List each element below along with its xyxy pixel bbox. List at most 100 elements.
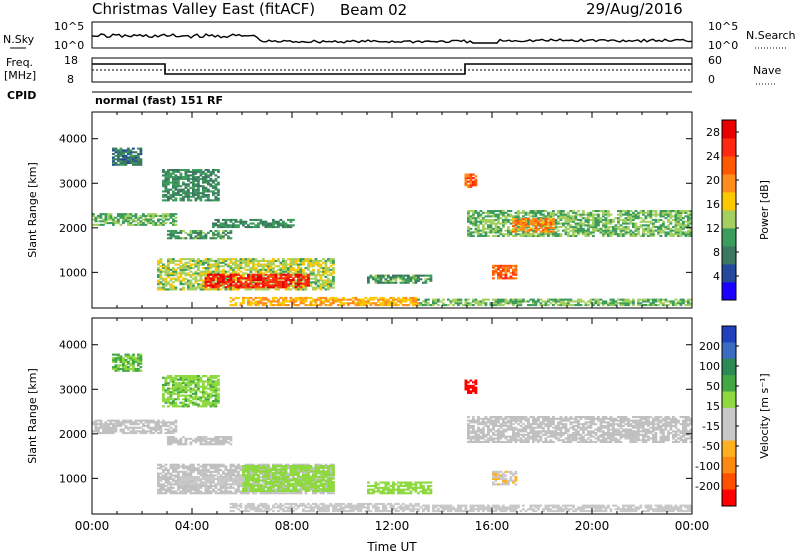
heatmap-cell — [332, 302, 335, 305]
heatmap-cell — [642, 210, 645, 213]
heatmap-cell — [209, 485, 213, 488]
heatmap-cell — [564, 217, 568, 220]
heatmap-cell — [262, 265, 265, 268]
heatmap-cell — [522, 223, 525, 226]
heatmap-cell — [324, 263, 328, 266]
heatmap-cell — [212, 443, 215, 446]
heatmap-cell — [307, 268, 310, 271]
heatmap-cell — [484, 222, 488, 225]
heatmap-cell — [509, 233, 513, 236]
heatmap-cell — [167, 267, 170, 270]
heatmap-cell — [254, 270, 258, 273]
heatmap-cell — [237, 267, 240, 270]
heatmap-cell — [229, 463, 233, 466]
heatmap-cell — [274, 226, 278, 229]
heatmap-cell — [312, 286, 315, 289]
heatmap-cell — [602, 300, 605, 303]
heatmap-cell — [319, 286, 323, 289]
heatmap-cell — [347, 304, 350, 307]
heatmap-cell — [459, 298, 463, 301]
heatmap-cell — [567, 224, 570, 227]
heatmap-cell — [104, 421, 108, 424]
heatmap-cell — [169, 481, 173, 484]
heatmap-cell — [149, 419, 153, 422]
heatmap-cell — [227, 483, 230, 486]
heatmap-cell — [272, 259, 275, 262]
heatmap-cell — [269, 226, 273, 229]
heatmap-cell — [124, 218, 128, 221]
heatmap-cell — [117, 160, 120, 163]
heatmap-cell — [472, 213, 475, 216]
heatmap-cell — [179, 470, 183, 473]
heatmap-cell — [217, 282, 220, 285]
heatmap-cell — [634, 233, 638, 236]
heatmap-cell — [112, 432, 115, 435]
heatmap-cell — [174, 419, 178, 422]
heatmap-cell — [294, 268, 298, 271]
heatmap-cell — [517, 210, 520, 213]
heatmap-cell — [592, 210, 595, 213]
heatmap-cell — [179, 267, 183, 270]
heatmap-cell — [199, 443, 203, 446]
colorbar-segment — [722, 210, 736, 229]
heatmap-cell — [489, 231, 493, 234]
heatmap-cell — [219, 237, 223, 240]
heatmap-cell — [204, 465, 208, 468]
heatmap-cell — [332, 298, 335, 301]
heatmap-cell — [329, 281, 333, 284]
heatmap-cell — [659, 298, 663, 301]
heatmap-cell — [294, 282, 298, 285]
heatmap-cell — [199, 197, 203, 200]
heatmap-cell — [177, 477, 180, 480]
heatmap-cell — [467, 304, 470, 307]
heatmap-cell — [199, 492, 203, 495]
heatmap-cell — [269, 275, 273, 278]
heatmap-cell — [124, 160, 128, 163]
heatmap-cell — [569, 220, 573, 223]
heatmap-cell — [234, 488, 238, 491]
heatmap-cell — [169, 437, 173, 440]
heatmap-cell — [174, 465, 178, 468]
heatmap-cell — [237, 488, 240, 491]
heatmap-cell — [644, 300, 648, 303]
heatmap-cell — [252, 265, 255, 268]
heatmap-cell — [249, 279, 253, 282]
heatmap-cell — [162, 488, 165, 491]
heatmap-cell — [172, 214, 175, 217]
heatmap-cell — [592, 227, 595, 230]
heatmap-cell — [539, 302, 543, 305]
heatmap-cell — [124, 154, 128, 157]
heatmap-cell — [182, 481, 185, 484]
heatmap-cell — [189, 284, 193, 287]
heatmap-cell — [254, 288, 258, 291]
heatmap-cell — [509, 215, 513, 218]
heatmap-cell — [312, 481, 315, 484]
heatmap-cell — [127, 220, 130, 223]
heatmap-cell — [162, 424, 165, 427]
heatmap-cell — [207, 486, 210, 489]
heatmap-cell — [249, 277, 253, 280]
heatmap-cell — [177, 467, 180, 470]
heatmap-cell — [137, 156, 140, 159]
heatmap-cell — [209, 183, 213, 186]
heatmap-cell — [257, 286, 260, 289]
heatmap-cell — [174, 213, 178, 216]
heatmap-cell — [154, 421, 158, 424]
heatmap-cell — [199, 177, 203, 180]
heatmap-cell — [504, 270, 508, 273]
heatmap-cell — [172, 483, 175, 486]
heatmap-cell — [172, 270, 175, 273]
heatmap-cell — [532, 223, 535, 226]
heatmap-cell — [207, 174, 210, 177]
heatmap-cell — [517, 304, 520, 307]
heatmap-cell — [189, 186, 193, 189]
heatmap-cell — [194, 194, 198, 197]
heatmap-cell — [182, 183, 185, 186]
heatmap-cell — [649, 222, 653, 225]
heatmap-cell — [239, 477, 243, 480]
heatmap-cell — [322, 258, 325, 261]
heatmap-cell — [677, 229, 680, 232]
heatmap-cell — [119, 154, 123, 157]
heatmap-cell — [222, 284, 225, 287]
heatmap-cell — [544, 221, 548, 224]
